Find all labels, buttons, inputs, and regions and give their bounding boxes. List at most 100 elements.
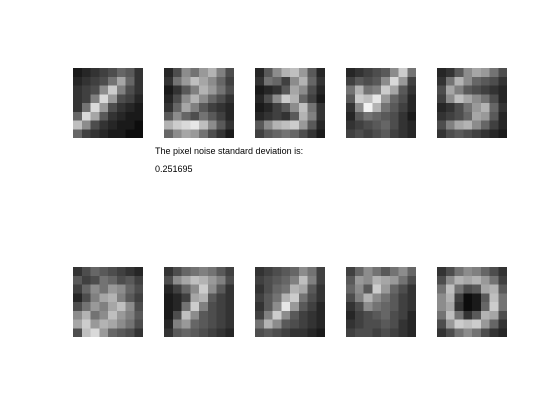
pixel xyxy=(316,111,325,121)
pixel xyxy=(381,76,390,86)
pixel xyxy=(164,328,173,337)
pixel xyxy=(463,94,473,104)
pixel xyxy=(354,85,364,95)
pixel xyxy=(316,267,325,276)
pixel xyxy=(90,302,100,311)
pixel xyxy=(498,111,507,121)
pixel xyxy=(207,319,217,329)
pixel xyxy=(489,328,499,337)
pixel xyxy=(363,275,373,285)
pixel xyxy=(181,120,191,130)
pixel xyxy=(472,120,481,130)
pixel xyxy=(216,302,226,311)
pixel xyxy=(263,111,273,121)
pixel xyxy=(199,94,208,104)
pixel xyxy=(480,68,490,77)
pixel xyxy=(134,293,143,303)
pixel xyxy=(463,68,473,77)
pixel xyxy=(272,319,282,329)
pixel xyxy=(108,310,117,320)
pixel xyxy=(389,267,399,276)
pixel xyxy=(272,76,282,86)
pixel xyxy=(225,85,234,95)
pixel xyxy=(225,111,234,121)
pixel xyxy=(363,85,373,95)
pixel xyxy=(99,310,109,320)
pixel xyxy=(216,68,226,77)
pixel xyxy=(437,111,446,121)
pixel xyxy=(116,275,126,285)
pixel xyxy=(216,94,226,104)
pixel xyxy=(181,85,191,95)
pixel xyxy=(445,328,455,337)
pixel xyxy=(498,319,507,329)
pixel xyxy=(498,94,507,104)
pixel xyxy=(99,129,109,138)
pixel xyxy=(199,68,208,77)
pixel xyxy=(73,76,82,86)
pixel xyxy=(407,267,416,276)
pixel xyxy=(445,267,455,276)
pixel xyxy=(199,275,208,285)
pixel xyxy=(381,319,390,329)
pixel xyxy=(398,275,408,285)
pixel xyxy=(99,76,109,86)
pixel xyxy=(272,85,282,95)
pixel xyxy=(134,129,143,138)
pixel xyxy=(307,129,317,138)
pixel xyxy=(272,328,282,337)
pixel xyxy=(81,129,91,138)
pixel xyxy=(463,293,473,303)
pixel xyxy=(73,302,82,311)
pixel xyxy=(81,68,91,77)
pixel xyxy=(108,120,117,130)
pixel xyxy=(207,85,217,95)
pixel xyxy=(437,319,446,329)
pixel xyxy=(263,310,273,320)
pixel xyxy=(398,103,408,112)
pixel xyxy=(207,302,217,311)
pixel xyxy=(134,328,143,337)
pixel xyxy=(207,103,217,112)
pixel xyxy=(281,120,291,130)
pixel xyxy=(290,310,299,320)
pixel xyxy=(255,319,264,329)
pixel xyxy=(463,319,473,329)
pixel xyxy=(363,103,373,112)
pixel xyxy=(454,103,464,112)
pixel xyxy=(472,267,481,276)
pixel xyxy=(437,94,446,104)
pixel xyxy=(90,94,100,104)
pixel xyxy=(134,76,143,86)
pixel xyxy=(281,284,291,294)
pixel xyxy=(307,76,317,86)
pixel xyxy=(281,76,291,86)
pixel xyxy=(99,302,109,311)
pixel xyxy=(272,284,282,294)
pixel xyxy=(207,68,217,77)
pixel xyxy=(354,275,364,285)
pixel xyxy=(498,76,507,86)
pixel xyxy=(255,328,264,337)
pixel xyxy=(346,111,355,121)
pixel xyxy=(298,284,308,294)
pixel xyxy=(298,85,308,95)
pixel xyxy=(290,129,299,138)
noise-value: 0.251695 xyxy=(155,164,193,174)
pixel xyxy=(346,129,355,138)
pixel xyxy=(90,76,100,86)
pixel xyxy=(290,94,299,104)
pixel xyxy=(346,94,355,104)
pixel xyxy=(255,85,264,95)
pixel xyxy=(199,111,208,121)
pixel xyxy=(164,94,173,104)
pixel xyxy=(480,267,490,276)
pixel xyxy=(207,310,217,320)
pixel xyxy=(181,293,191,303)
pixel xyxy=(81,293,91,303)
pixel xyxy=(199,85,208,95)
pixel xyxy=(108,129,117,138)
pixel xyxy=(190,94,200,104)
pixel xyxy=(389,68,399,77)
pixel xyxy=(181,76,191,86)
